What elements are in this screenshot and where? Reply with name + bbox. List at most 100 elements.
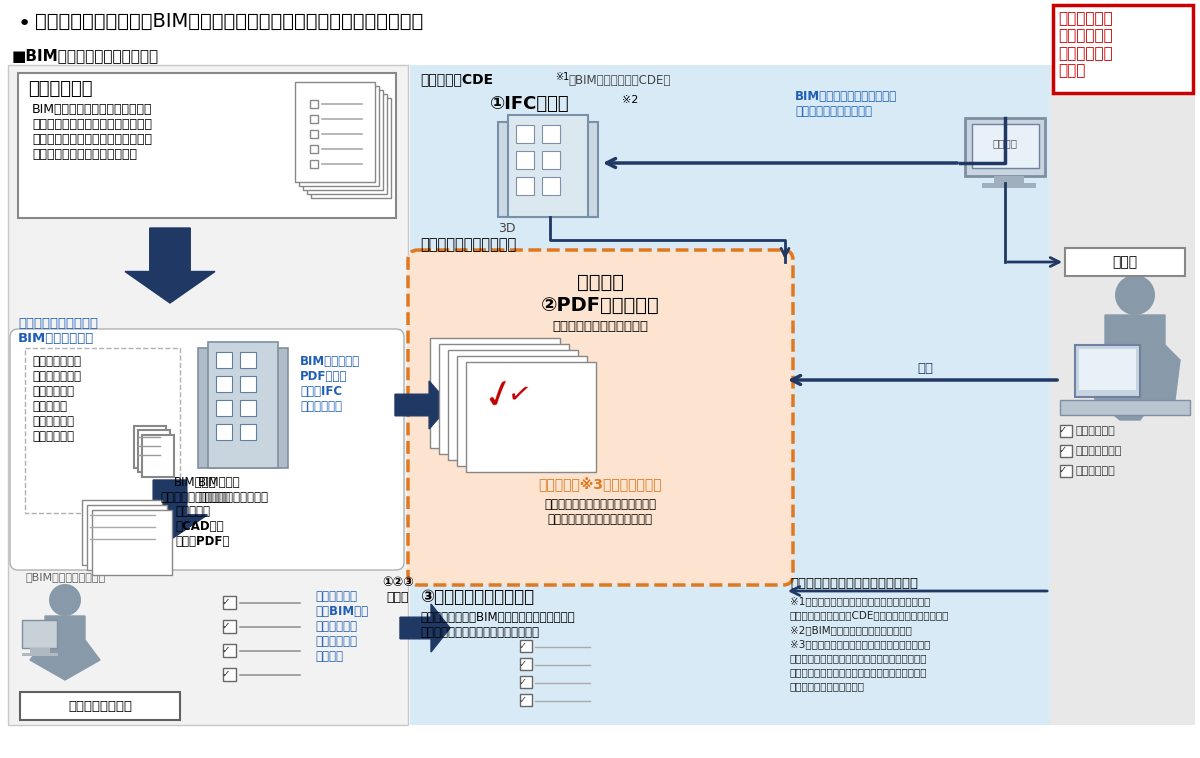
Bar: [310, 145, 318, 153]
Text: ③設計者チェックリスト: ③設計者チェックリスト: [420, 588, 534, 606]
Bar: [1066, 248, 1186, 276]
Bar: [208, 342, 278, 468]
Bar: [1054, 5, 1193, 93]
Text: 申請者（設計者）: 申請者（設計者）: [68, 700, 132, 713]
FancyBboxPatch shape: [408, 250, 793, 585]
Bar: [430, 338, 560, 448]
Text: 一部の図書
はCAD等で
作成しPDF化: 一部の図書 はCAD等で 作成しPDF化: [175, 505, 229, 548]
Text: •: •: [18, 14, 31, 34]
Text: 審査: 審査: [917, 362, 934, 375]
Text: るいは文字情報の意味内容が同一であるこ: るいは文字情報の意味内容が同一であるこ: [790, 667, 928, 677]
Text: ✓: ✓: [221, 645, 229, 655]
Bar: [92, 510, 172, 575]
Text: 設計者チェックリストによる申告に
基づき、一部の整合性確認を省略: 設計者チェックリストによる申告に 基づき、一部の整合性確認を省略: [544, 498, 656, 526]
Text: ※1　国土交通省の支援により整備が進められて: ※1 国土交通省の支援により整備が進められて: [790, 596, 930, 606]
Text: 審査対象外（参考扱い）: 審査対象外（参考扱い）: [420, 237, 516, 252]
Bar: [542, 125, 560, 143]
Circle shape: [1115, 275, 1154, 315]
Text: ✓: ✓: [520, 659, 527, 669]
Text: 入出力基準に
従いBIMデー
タの作成等を
行ったことを
チェック: 入出力基準に 従いBIMデー タの作成等を 行ったことを チェック: [314, 590, 368, 663]
Bar: [223, 668, 236, 681]
Text: ✓: ✓: [520, 695, 527, 705]
Bar: [508, 115, 588, 217]
Text: 審査対象: 審査対象: [576, 273, 624, 292]
Text: 3D: 3D: [498, 222, 516, 235]
Bar: [223, 644, 236, 657]
Text: ✓: ✓: [1060, 445, 1067, 455]
Text: ✓: ✓: [221, 597, 229, 607]
Bar: [1050, 65, 1195, 725]
Text: ✓: ✓: [520, 641, 527, 651]
Bar: [240, 400, 256, 416]
Bar: [972, 124, 1039, 168]
Bar: [134, 426, 166, 468]
Text: ②PDF形式の図書: ②PDF形式の図書: [541, 296, 659, 315]
Bar: [82, 500, 162, 565]
Bar: [310, 160, 318, 168]
Bar: [520, 658, 532, 670]
Text: ※1: ※1: [554, 72, 569, 82]
Bar: [8, 65, 408, 725]
Bar: [223, 620, 236, 633]
Bar: [1060, 400, 1190, 415]
Bar: [30, 648, 50, 653]
Polygon shape: [132, 480, 208, 540]
Bar: [216, 424, 232, 440]
Bar: [240, 376, 256, 392]
Text: 法適合の審査: 法適合の審査: [1075, 466, 1115, 476]
Text: ✓: ✓: [1060, 465, 1067, 475]
Bar: [1075, 345, 1140, 397]
Bar: [994, 176, 1024, 183]
Bar: [310, 115, 318, 123]
Text: BIMデータから出力された図書の
「形状」、「表記」又は「計算」に
関して、図書の記載事項の整合性が
確保されるための入出力の基準: BIMデータから出力された図書の 「形状」、「表記」又は「計算」に 関して、図書…: [32, 103, 152, 161]
Bar: [22, 620, 58, 648]
Bar: [1060, 425, 1072, 437]
Polygon shape: [125, 228, 215, 303]
Text: 審査者: 審査者: [1112, 255, 1138, 269]
Text: 整合性の確認を省略する範囲を確認: 整合性の確認を省略する範囲を確認: [790, 577, 918, 590]
Text: 明示事項の審査: 明示事項の審査: [1075, 446, 1121, 456]
Text: ※2　BIMの共通ファイルフォーマット: ※2 BIMの共通ファイルフォーマット: [790, 625, 912, 635]
Text: （従来と同様の申請図書）: （従来と同様の申請図書）: [552, 320, 648, 333]
Bar: [542, 151, 560, 169]
Text: ビューア: ビューア: [992, 138, 1018, 148]
Bar: [1060, 445, 1072, 457]
Bar: [439, 344, 569, 454]
Bar: [520, 694, 532, 706]
Text: ①IFCデータ: ①IFCデータ: [490, 95, 570, 113]
Text: BIMデータ
（オリジナルデータ）: BIMデータ （オリジナルデータ）: [198, 476, 268, 504]
Bar: [142, 435, 174, 477]
Text: 検討・精査中
であり、今後
変わり得る点
に留意: 検討・精査中 であり、今後 変わり得る点 に留意: [1058, 11, 1112, 78]
Bar: [410, 65, 1050, 725]
Bar: [310, 130, 318, 138]
Text: ✓: ✓: [1060, 425, 1067, 435]
Text: 入出力基準に基づき、
BIMデータを作成: 入出力基準に基づき、 BIMデータを作成: [18, 317, 98, 345]
Bar: [311, 98, 391, 198]
Text: 整合性確認※3（一部を省略）: 整合性確認※3（一部を省略）: [538, 478, 662, 493]
Bar: [542, 177, 560, 195]
Text: 実施ツール等を用いたBIM図面審査の枠組を、下図のように整理した。: 実施ツール等を用いたBIM図面審査の枠組を、下図のように整理した。: [35, 12, 424, 31]
Bar: [307, 94, 386, 194]
Text: ■BIM図面審査の概要イメージ: ■BIM図面審査の概要イメージ: [12, 48, 160, 63]
Bar: [982, 183, 1036, 188]
Bar: [516, 125, 534, 143]
Bar: [88, 505, 167, 570]
Bar: [516, 151, 534, 169]
Bar: [20, 692, 180, 720]
Polygon shape: [400, 604, 450, 652]
Text: ✓: ✓: [520, 677, 527, 687]
Bar: [198, 348, 288, 468]
Polygon shape: [395, 381, 450, 429]
Bar: [520, 640, 532, 652]
Bar: [295, 82, 374, 182]
Bar: [516, 177, 534, 195]
Text: 情報のうち、形状・位置・数値が同一、あ: 情報のうち、形状・位置・数値が同一、あ: [790, 653, 928, 663]
Bar: [448, 350, 578, 460]
Bar: [216, 352, 232, 368]
Text: BIMデータから
PDF形式の
図書とIFC
データを出力: BIMデータから PDF形式の 図書とIFC データを出力: [300, 355, 360, 413]
FancyBboxPatch shape: [10, 329, 404, 570]
Text: とを確認すること。: とを確認すること。: [790, 681, 865, 691]
Bar: [216, 400, 232, 416]
Text: いる確認申請用CDEの審査環境を標準とする。: いる確認申請用CDEの審査環境を標準とする。: [790, 610, 949, 620]
Text: ※3　図書の複数個所に記載された審査に必要な: ※3 図書の複数個所に記載された審査に必要な: [790, 639, 930, 649]
